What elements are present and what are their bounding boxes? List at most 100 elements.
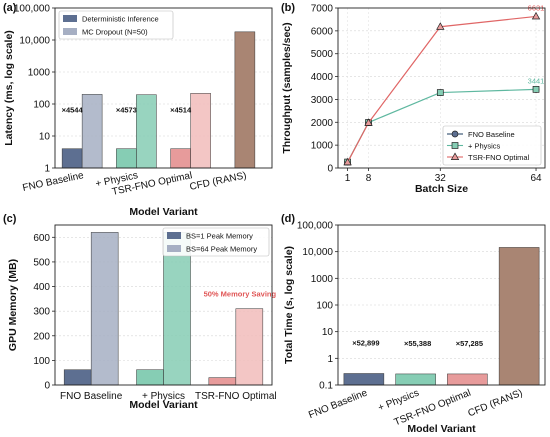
panel-c-ytick-label: 300 (33, 307, 50, 318)
panel-b-legend (442, 125, 542, 166)
panel-b-xtick-label: 1 (345, 173, 351, 184)
panel-a-ytick-label: 100,000 (14, 4, 51, 15)
panel-c-legend-swatch (167, 245, 181, 252)
panel-b-point-tsr-fno (436, 22, 445, 30)
panel-c-legend (162, 227, 270, 257)
panel-d-xlabel: Model Variant (407, 423, 476, 435)
panel-a-speedup-label: ×4573 (116, 106, 137, 115)
panel-b-frame (337, 7, 546, 169)
panel-d-speedup-label: ×55,388 (404, 339, 431, 348)
panel-b-ytick-label: 6000 (311, 26, 334, 37)
panel-a-ytick-label: 100 (33, 100, 50, 111)
panel-d-bar (395, 373, 436, 386)
panel-b-legend-label: TSR-FNO Optimal (468, 153, 530, 162)
panel-d-ylabel: Total Time (s, log scale) (283, 246, 295, 364)
panel-b-line-tsr-fno (347, 15, 537, 163)
panel-b-xtick-label: 32 (435, 173, 447, 184)
panel-c-xlabel: Model Variant (129, 399, 198, 411)
panel-b-legend-label: FNO Baseline (468, 130, 515, 139)
panel-b-xtick-label: 8 (366, 173, 372, 184)
panel-b-ylabel: Throughput (samples/sec) (281, 22, 293, 153)
panel-c-ytick-label: 600 (33, 233, 50, 244)
panel-c-frame (54, 224, 273, 386)
panel-c-legend-swatch (167, 232, 181, 239)
panel-b-legend-marker (450, 152, 460, 160)
panel-a-xtick-label: CFD (RANS) (189, 170, 248, 193)
panel-b-point-physics (436, 89, 444, 96)
panel-d-speedup-label: ×52,899 (352, 338, 379, 347)
panel-b-legend-marker (451, 130, 459, 138)
panel-d-bar (498, 247, 540, 386)
panel-c-bar-bs1 (208, 377, 237, 386)
panel-d-ytick-label: 1000 (311, 274, 334, 285)
panel-d-ytick-label: 100 (316, 301, 333, 312)
panel-c-bar-bs1 (136, 369, 164, 386)
panel-a-bar-mc-dropout (190, 93, 211, 169)
panel-a-frame (54, 7, 273, 169)
panel-a-legend (58, 10, 174, 40)
panel-b-legend-marker (451, 142, 459, 149)
panel-d-bar (447, 373, 488, 386)
panel-c-ytick-label: 400 (33, 282, 50, 293)
panel-a-legend-swatch (63, 15, 77, 22)
panel-a-ylabel: Latency (ms, log scale) (3, 30, 15, 146)
panel-c-ytick-label: 500 (33, 257, 50, 268)
panel-c-ytick-label: 0 (44, 381, 50, 392)
panel-c-ylabel: GPU Memory (MB) (7, 259, 19, 351)
panel-b-letter: (b) (281, 2, 295, 14)
panel-a-bar-mc-dropout (81, 94, 103, 169)
panel-a-legend-label: Deterministic Inference (82, 15, 159, 24)
panel-c-bar-bs1 (63, 369, 92, 386)
panel-c-legend-label: BS=1 Peak Memory (186, 232, 253, 241)
panel-c-bar-bs64 (90, 232, 119, 386)
panel-c-letter: (c) (3, 213, 17, 225)
panel-c-bar-bs64 (235, 308, 264, 386)
panel-b-value-label: 3441 (528, 76, 545, 85)
panel-a-ytick-label: 10 (39, 132, 51, 143)
panel-b-point-tsr-fno (531, 11, 541, 20)
panel-c-legend-label: BS=64 Peak Memory (186, 245, 257, 254)
panel-b-point-tsr-fno (343, 157, 352, 166)
panel-a-letter: (a) (3, 2, 17, 14)
panel-a-speedup-label: ×4544 (62, 106, 84, 115)
panel-a-xlabel: Model Variant (129, 206, 198, 218)
panel-d-xtick-label: FNO Baseline (307, 387, 369, 421)
panel-a-bar-cfd (234, 31, 256, 169)
panel-b-ytick-label: 3000 (311, 95, 334, 106)
panel-d-ytick-label: 0.1 (319, 381, 333, 392)
panel-a-bar-mc-dropout (136, 94, 157, 169)
panel-b-ytick-label: 0 (327, 164, 333, 175)
panel-b-point-physics (532, 85, 540, 93)
panel-a-xtick-label: FNO Baseline (22, 170, 86, 194)
panel-a-speedup-label: ×4514 (170, 106, 192, 115)
panel-b-legend-label: + Physics (468, 141, 501, 150)
panel-d-ytick-label: 10 (322, 327, 334, 338)
panel-a-bar-deterministic (61, 148, 83, 169)
panel-d-bar (343, 373, 385, 386)
panel-a-ytick-label: 1000 (28, 68, 51, 79)
panel-d-ytick-label: 10,000 (302, 247, 333, 258)
panel-a-legend-swatch (63, 28, 77, 35)
panel-b-xlabel: Batch Size (415, 183, 468, 195)
panel-a-legend-label: MC Dropout (N=50) (82, 28, 148, 37)
panel-c-ytick-label: 200 (33, 331, 50, 342)
panel-b-ytick-label: 2000 (311, 118, 334, 129)
panel-b-ytick-label: 1000 (311, 141, 334, 152)
panel-a-bar-deterministic (170, 148, 191, 169)
panel-c-xtick-label: TSR-FNO Optimal (195, 391, 277, 402)
panel-c: FNO Baseline + Physics TSR-FNO Optimal 50% … (7, 224, 277, 411)
panel-c-ytick-label: 100 (33, 356, 50, 367)
panel-b-ytick-label: 4000 (311, 72, 334, 83)
panel-b-ytick-label: 5000 (311, 49, 334, 60)
panel-b-xtick-label: 64 (530, 173, 542, 184)
panel-c-bar-bs64 (163, 232, 191, 386)
panel-d-letter: (d) (281, 213, 295, 225)
panel-a-ytick-label: 10,000 (19, 36, 50, 47)
panel-d-ytick-label: 1 (327, 354, 333, 365)
panel-a-ytick-label: 1 (44, 164, 50, 175)
panel-d-speedup-label: ×57,285 (456, 339, 483, 348)
